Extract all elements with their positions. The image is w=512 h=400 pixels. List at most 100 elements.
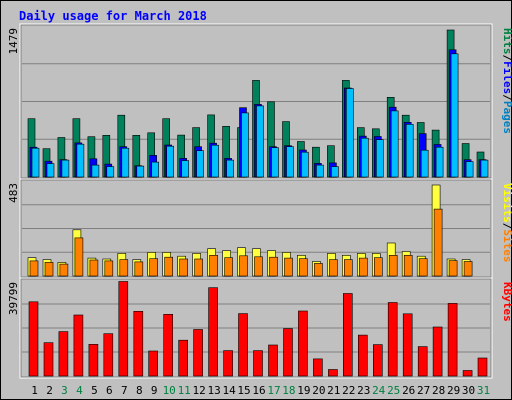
bar-sites-day-7 xyxy=(119,259,129,277)
x-tick-label: 1 xyxy=(31,384,38,397)
bar-sites-day-13 xyxy=(209,255,218,277)
x-tick-label: 7 xyxy=(121,384,128,397)
bar-sites-day-26 xyxy=(403,255,413,277)
bar-kbytes-day-7 xyxy=(118,281,129,377)
bar-kbytes-day-27 xyxy=(417,346,428,377)
bar-sites-day-16 xyxy=(254,256,263,277)
bar-pages-day-12 xyxy=(196,150,204,178)
panel-max-label: 1479 xyxy=(7,28,20,55)
bar-kbytes-day-5 xyxy=(88,343,99,377)
bar-kbytes-day-30 xyxy=(462,370,473,377)
bar-sites-day-25 xyxy=(388,255,398,277)
x-tick-label: 10 xyxy=(163,384,176,397)
x-tick-label: 14 xyxy=(222,384,236,397)
x-tick-label: 21 xyxy=(327,384,340,397)
panel-top: 1479 Hits/Files/Pages xyxy=(7,23,512,180)
x-tick-label: 23 xyxy=(357,384,370,397)
bar-sites-day-24 xyxy=(373,257,383,277)
axis-label-sites: Sites xyxy=(501,229,512,262)
bar-pages-day-28 xyxy=(435,146,444,178)
bar-pages-day-17 xyxy=(271,147,279,178)
bar-pages-day-19 xyxy=(301,151,309,178)
bar-kbytes-day-24 xyxy=(372,344,383,377)
bar-pages-day-22 xyxy=(345,88,354,178)
bar-pages-day-15 xyxy=(241,112,249,178)
chart-title: Daily usage for March 2018 xyxy=(19,9,207,23)
bar-sites-day-12 xyxy=(194,258,203,277)
x-tick-label: 31 xyxy=(477,384,490,397)
x-tick-label: 27 xyxy=(417,384,430,397)
axis-label-visits: Visits xyxy=(501,183,512,223)
axis-label-separator: / xyxy=(501,94,512,101)
bar-sites-day-23 xyxy=(358,257,368,277)
x-tick-label: 28 xyxy=(432,384,445,397)
bar-pages-day-7 xyxy=(121,147,130,178)
bar-sites-day-1 xyxy=(29,260,39,277)
bar-sites-day-8 xyxy=(134,261,144,277)
bar-pages-day-20 xyxy=(316,164,324,178)
bar-sites-day-18 xyxy=(284,257,293,277)
bar-kbytes-day-8 xyxy=(133,310,144,377)
bar-kbytes-day-20 xyxy=(313,358,323,377)
bar-sites-day-19 xyxy=(299,258,308,277)
axis-label-separator: / xyxy=(501,55,512,62)
bar-pages-day-16 xyxy=(256,105,264,178)
panel-axis-labels: Hits/Files/Pages xyxy=(501,28,512,134)
panel-axis-labels: KBytes xyxy=(501,282,512,322)
panel-max-label: 39799 xyxy=(7,282,20,315)
bar-pages-day-10 xyxy=(166,145,174,178)
x-tick-label: 20 xyxy=(312,384,325,397)
bar-pages-day-29 xyxy=(450,53,459,178)
panel-max-label: 483 xyxy=(7,183,20,203)
bar-sites-day-6 xyxy=(104,260,114,277)
bar-kbytes-day-14 xyxy=(223,350,233,377)
panel-bottom: 39799 KBytes xyxy=(7,277,512,379)
bar-kbytes-day-3 xyxy=(58,331,69,377)
bar-pages-day-18 xyxy=(286,146,294,178)
bar-kbytes-day-31 xyxy=(477,357,488,377)
bar-sites-day-27 xyxy=(418,258,428,277)
bar-kbytes-day-13 xyxy=(208,287,218,377)
x-tick-label: 8 xyxy=(136,384,143,397)
bar-kbytes-day-22 xyxy=(342,293,353,377)
panel-middle: 483 Visits/Sites xyxy=(7,178,512,279)
bar-pages-day-23 xyxy=(360,137,369,178)
bar-kbytes-day-23 xyxy=(357,334,368,377)
bar-pages-day-14 xyxy=(226,159,234,178)
bar-pages-day-24 xyxy=(375,139,384,178)
series-pages xyxy=(31,53,489,178)
bar-kbytes-day-1 xyxy=(28,301,39,377)
bar-sites-day-15 xyxy=(239,255,248,277)
bar-sites-day-21 xyxy=(329,259,338,277)
bar-sites-day-11 xyxy=(179,258,188,277)
x-tick-label: 18 xyxy=(282,384,295,397)
bar-kbytes-day-4 xyxy=(73,314,84,377)
bar-sites-day-17 xyxy=(269,256,278,277)
x-tick-label: 12 xyxy=(192,384,205,397)
x-tick-label: 13 xyxy=(207,384,220,397)
bar-kbytes-day-16 xyxy=(253,350,263,377)
bar-pages-day-26 xyxy=(405,124,414,178)
bar-pages-day-21 xyxy=(331,166,339,178)
chart-panels: 1479 Hits/Files/Pages 483 Visits / Sites 39799… xyxy=(7,23,512,379)
bar-sites-day-2 xyxy=(44,262,54,277)
bar-kbytes-day-6 xyxy=(103,333,114,377)
x-tick-label: 26 xyxy=(402,384,415,397)
bar-pages-day-11 xyxy=(181,160,189,178)
bar-pages-day-2 xyxy=(46,163,55,178)
bar-kbytes-day-25 xyxy=(387,302,398,377)
bar-pages-day-3 xyxy=(61,159,70,178)
x-tick-label: 5 xyxy=(91,384,98,397)
x-tick-label: 15 xyxy=(237,384,250,397)
bar-pages-day-1 xyxy=(31,147,40,178)
bar-kbytes-day-19 xyxy=(298,310,308,377)
bar-kbytes-day-29 xyxy=(447,303,458,377)
bar-kbytes-day-28 xyxy=(432,326,443,377)
bar-pages-day-30 xyxy=(465,161,474,178)
x-tick-label: 19 xyxy=(297,384,310,397)
x-tick-label: 22 xyxy=(342,384,355,397)
axis-label-hits: Hits xyxy=(501,28,512,55)
x-tick-label: 3 xyxy=(61,384,68,397)
x-tick-label: 6 xyxy=(106,384,113,397)
